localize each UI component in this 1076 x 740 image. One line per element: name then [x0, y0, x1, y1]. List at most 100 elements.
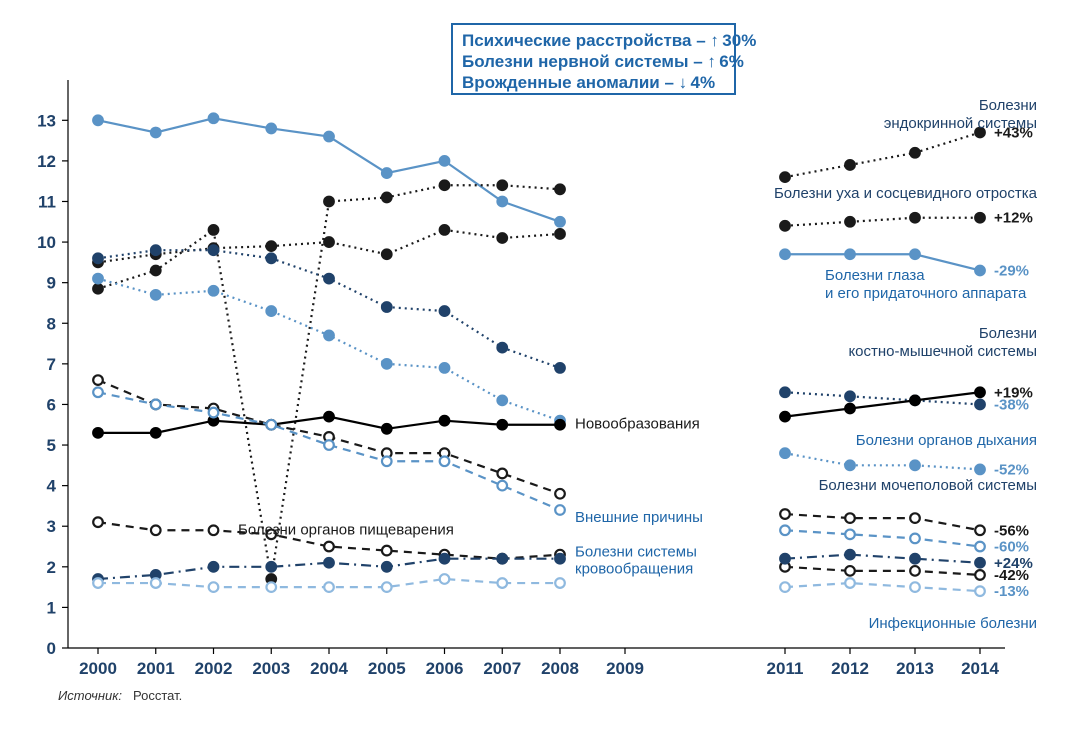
- marker-neoplasm: [555, 420, 565, 430]
- mid-label-digest: Болезни органов пищеварения: [238, 521, 454, 538]
- marker-eye: [975, 266, 985, 276]
- pct-circ: +24%: [994, 555, 1033, 572]
- marker-resp: [324, 331, 334, 341]
- x-tick-label: 2008: [541, 659, 579, 678]
- y-tick-label: 3: [47, 517, 56, 536]
- right-label-resp: Болезни органов дыхания: [856, 432, 1037, 449]
- marker-neoplasm: [975, 387, 985, 397]
- marker-external: [266, 420, 276, 430]
- marker-neoplasm: [780, 412, 790, 422]
- series-external: [785, 530, 980, 546]
- legend-line: Психические расстройства – ↑ 30%: [462, 31, 756, 50]
- marker-external: [209, 408, 219, 418]
- marker-external: [555, 505, 565, 515]
- series-external: [98, 392, 560, 510]
- marker-external: [780, 525, 790, 535]
- right-label-infect: Инфекционные болезни: [869, 615, 1037, 632]
- marker-muscskel: [845, 392, 855, 402]
- marker-eye: [910, 249, 920, 259]
- marker-endocrine: [93, 284, 103, 294]
- marker-infect: [497, 578, 507, 588]
- marker-ear: [555, 229, 565, 239]
- x-tick-label: 2009: [606, 659, 644, 678]
- marker-resp: [266, 306, 276, 316]
- pct-eye: -29%: [994, 262, 1029, 279]
- marker-infect: [151, 578, 161, 588]
- marker-muscskel: [555, 363, 565, 373]
- marker-infect: [845, 578, 855, 588]
- marker-muscskel: [324, 274, 334, 284]
- marker-circ: [324, 558, 334, 568]
- y-tick-label: 11: [38, 192, 56, 211]
- x-tick-label: 2000: [79, 659, 117, 678]
- marker-muscskel: [93, 254, 103, 264]
- marker-endocrine: [324, 197, 334, 207]
- marker-endocrine: [151, 266, 161, 276]
- marker-digest: [93, 517, 103, 527]
- marker-muscskel: [780, 387, 790, 397]
- marker-infect: [93, 578, 103, 588]
- right-label-endocrine: эндокринной системы: [884, 115, 1037, 132]
- marker-infect: [440, 574, 450, 584]
- marker-muscskel: [266, 254, 276, 264]
- mid-label-circ: кровообращения: [575, 561, 693, 578]
- marker-neoplasm: [910, 396, 920, 406]
- right-label-urogen: Болезни мочеполовой системы: [819, 477, 1037, 494]
- marker-endocrine: [910, 148, 920, 158]
- pct-ear: +12%: [994, 210, 1033, 227]
- pct-neoplasm: +19%: [994, 384, 1033, 401]
- pct-urogen: -56%: [994, 522, 1029, 539]
- right-label-muscskel: костно-мышечной системы: [848, 343, 1037, 360]
- marker-muscskel: [497, 343, 507, 353]
- marker-infect: [975, 586, 985, 596]
- marker-infect: [780, 582, 790, 592]
- marker-urogen: [555, 489, 565, 499]
- marker-circ: [780, 554, 790, 564]
- marker-external: [910, 534, 920, 544]
- marker-eye: [497, 197, 507, 207]
- marker-neoplasm: [497, 420, 507, 430]
- marker-resp: [975, 465, 985, 475]
- marker-digest: [151, 525, 161, 535]
- marker-infect: [382, 582, 392, 592]
- mid-label-circ: Болезни системы: [575, 544, 697, 561]
- marker-ear: [440, 225, 450, 235]
- marker-ear: [497, 233, 507, 243]
- chart-container: 0123456789101112132000200120022003200420…: [0, 0, 1076, 735]
- marker-eye: [266, 124, 276, 134]
- marker-external: [975, 542, 985, 552]
- marker-eye: [845, 249, 855, 259]
- marker-endocrine: [497, 180, 507, 190]
- x-tick-label: 2003: [252, 659, 290, 678]
- marker-resp: [209, 286, 219, 296]
- marker-ear: [382, 249, 392, 259]
- marker-neoplasm: [440, 416, 450, 426]
- y-tick-label: 10: [37, 233, 56, 252]
- marker-ear: [324, 237, 334, 247]
- marker-infect: [266, 582, 276, 592]
- source-text: Источник:: [58, 688, 122, 703]
- marker-endocrine: [555, 185, 565, 195]
- marker-neoplasm: [151, 428, 161, 438]
- marker-resp: [93, 274, 103, 284]
- marker-eye: [93, 115, 103, 125]
- right-label-eye: и его придаточного аппарата: [825, 285, 1027, 302]
- marker-circ: [209, 562, 219, 572]
- marker-circ: [382, 562, 392, 572]
- marker-urogen: [845, 513, 855, 523]
- marker-circ: [497, 554, 507, 564]
- marker-resp: [497, 396, 507, 406]
- marker-external: [382, 456, 392, 466]
- x-tick-label: 2013: [896, 659, 934, 678]
- marker-neoplasm: [324, 412, 334, 422]
- marker-resp: [151, 290, 161, 300]
- y-tick-label: 7: [47, 355, 56, 374]
- series-digest: [785, 567, 980, 575]
- series-neoplasm: [785, 392, 980, 416]
- x-tick-label: 2005: [368, 659, 406, 678]
- x-tick-label: 2012: [831, 659, 869, 678]
- marker-digest: [845, 566, 855, 576]
- marker-endocrine: [209, 225, 219, 235]
- pct-resp: -52%: [994, 461, 1029, 478]
- marker-urogen: [497, 469, 507, 479]
